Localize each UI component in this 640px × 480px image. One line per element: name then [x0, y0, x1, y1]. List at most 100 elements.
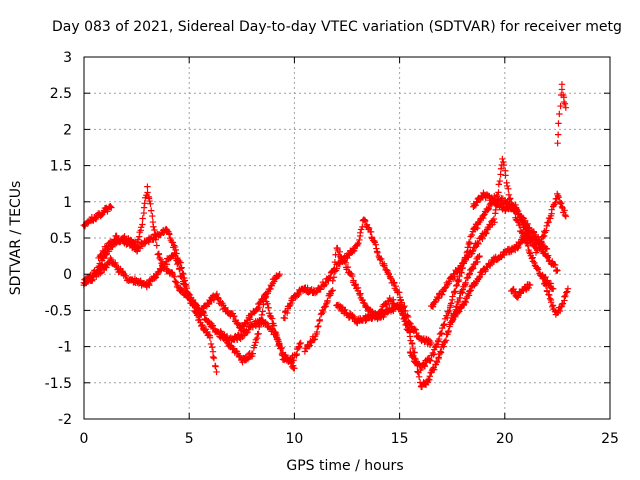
data-point — [141, 200, 148, 207]
data-point — [526, 281, 534, 289]
data-point — [521, 223, 528, 231]
data-point — [467, 233, 474, 240]
data-point — [561, 100, 569, 107]
data-point — [172, 246, 180, 254]
data-point — [316, 316, 324, 324]
data-point — [492, 206, 499, 214]
data-point — [108, 256, 115, 263]
data-point — [97, 254, 105, 261]
data-point — [468, 283, 475, 290]
data-point — [208, 344, 216, 351]
data-point — [535, 266, 542, 273]
data-point — [469, 265, 477, 272]
data-point — [475, 240, 482, 248]
data-point — [546, 291, 553, 299]
data-point — [529, 258, 537, 265]
data-point — [456, 308, 463, 315]
data-point — [562, 213, 570, 220]
data-point — [406, 328, 414, 336]
data-point — [427, 339, 435, 347]
y-tick-label: -1.5 — [45, 376, 72, 392]
data-point — [205, 317, 212, 325]
data-point — [429, 365, 437, 373]
data-point — [552, 261, 559, 269]
data-point — [378, 255, 385, 263]
data-point — [209, 353, 217, 361]
data-point — [540, 233, 547, 240]
data-point — [365, 224, 373, 232]
data-point — [557, 102, 564, 110]
data-point — [561, 211, 569, 219]
data-point — [390, 307, 397, 315]
data-point — [140, 209, 148, 217]
data-point — [383, 301, 390, 309]
data-point — [467, 287, 474, 294]
data-point — [495, 189, 502, 196]
data-point — [499, 155, 506, 163]
data-point — [178, 264, 185, 271]
data-point — [277, 345, 284, 352]
data-point — [474, 239, 481, 247]
x-tick-label: 15 — [391, 431, 409, 447]
data-point — [429, 349, 436, 357]
data-point — [362, 217, 369, 225]
data-point — [385, 270, 392, 277]
data-point — [440, 322, 447, 329]
data-point — [89, 276, 96, 284]
data-point — [368, 315, 375, 322]
data-point — [108, 204, 115, 211]
data-point — [291, 365, 298, 372]
data-point — [402, 317, 410, 325]
data-point — [196, 316, 203, 323]
data-point — [563, 289, 570, 296]
data-point — [212, 363, 219, 370]
data-point — [356, 236, 363, 244]
data-point — [469, 247, 477, 254]
data-point — [231, 312, 238, 320]
data-point — [177, 265, 185, 272]
data-point — [562, 292, 569, 300]
y-tick-label: 3 — [63, 50, 72, 66]
data-point — [199, 322, 206, 329]
data-point — [513, 206, 520, 214]
x-tick-label: 0 — [80, 431, 89, 447]
data-point — [255, 330, 262, 337]
data-point — [430, 366, 438, 373]
series-arc-6 — [280, 216, 435, 348]
data-point — [517, 239, 524, 247]
data-point — [543, 227, 550, 234]
data-point — [249, 323, 257, 331]
data-point — [190, 301, 198, 309]
series-arc-13 — [508, 281, 534, 301]
data-point — [507, 195, 514, 202]
data-point — [538, 239, 545, 246]
data-point — [354, 241, 361, 248]
data-point — [543, 253, 551, 260]
data-point — [157, 267, 165, 274]
data-point — [177, 259, 184, 266]
data-point — [306, 342, 313, 349]
data-point — [139, 215, 146, 222]
series-arc-1 — [80, 202, 115, 230]
data-point — [426, 373, 434, 380]
data-point — [372, 241, 379, 248]
data-point — [147, 200, 154, 208]
data-point — [497, 165, 505, 172]
data-point — [561, 293, 568, 300]
data-point — [256, 320, 264, 328]
data-point — [290, 356, 297, 364]
data-point — [289, 296, 297, 304]
data-point — [170, 242, 178, 249]
chart-title: Day 083 of 2021, Sidereal Day-to-day VTE… — [52, 19, 622, 35]
data-point — [558, 300, 566, 308]
data-point — [257, 316, 265, 323]
data-point — [503, 182, 511, 190]
data-point — [415, 373, 423, 381]
data-point — [97, 270, 104, 277]
data-point — [267, 313, 275, 321]
data-point — [406, 325, 413, 333]
data-point — [463, 274, 471, 282]
data-point — [328, 288, 335, 295]
data-point — [275, 340, 283, 347]
